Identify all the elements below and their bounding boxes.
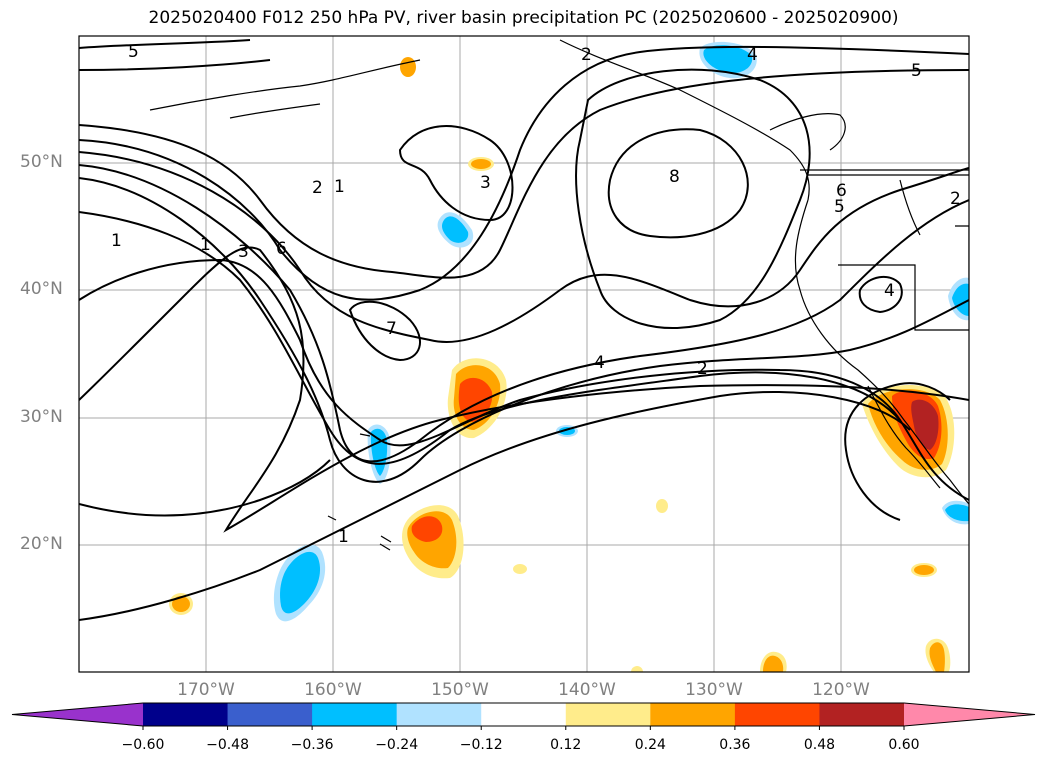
contour-label: 2 (581, 45, 592, 65)
lon-label-120w: 120°W (812, 680, 870, 700)
lat-label-50n: 50°N (20, 152, 63, 172)
colorbar-tick-label: 0.24 (634, 737, 666, 753)
graticule (79, 36, 969, 672)
colorbar-swatch (143, 703, 229, 726)
contour-label: 5 (911, 61, 922, 81)
positive-anomaly-blob (471, 159, 491, 169)
colorbar-extend-min (12, 703, 143, 726)
colorbar-swatch (565, 703, 651, 726)
lon-label-140w: 140°W (558, 680, 616, 700)
colorbar-swatch (396, 703, 482, 726)
contour-label: 2 (950, 189, 961, 209)
colorbar-swatch (481, 703, 567, 726)
contour-label: 8 (669, 167, 680, 187)
positive-anomaly-blob (911, 399, 939, 450)
contour-label: 5 (128, 42, 139, 62)
colorbar-tick-label: 0.60 (888, 737, 920, 753)
positive-anomaly-blob (631, 666, 643, 672)
contour-label: 1 (200, 235, 211, 255)
contour-label: 4 (594, 353, 605, 373)
coastlines (149, 39, 969, 551)
positive-anomaly-blob (929, 642, 945, 672)
contour-label: 1 (338, 527, 349, 547)
positive-anomaly-blob (513, 564, 527, 574)
lon-label-160w: 160°W (304, 680, 362, 700)
positive-anomaly-blob (172, 596, 190, 612)
lat-label-20n: 20°N (20, 534, 63, 554)
contour-label: 3 (480, 173, 491, 193)
contour-label: 1 (334, 177, 345, 197)
contour-label: 1 (111, 231, 122, 251)
colorbar-swatch (227, 703, 313, 726)
contour-label: 2 (697, 359, 708, 379)
colorbar-tick-label: 0.36 (719, 737, 751, 753)
colorbar-tick-label: 0.48 (803, 737, 836, 753)
positive-anomaly-blob (763, 655, 784, 672)
contour-label: 6 (836, 181, 847, 201)
lon-label-150w: 150°W (431, 680, 489, 700)
positive-anomaly-blob (656, 499, 668, 513)
negative-anomaly-blob (952, 283, 969, 316)
positive-anomaly-blob (400, 57, 416, 77)
contour-label: 6 (276, 239, 287, 259)
contour-label: 5 (834, 197, 845, 217)
colorbar-tick-label: −0.60 (121, 737, 165, 753)
negative-anomaly-blob (280, 551, 321, 614)
contour-label: 7 (386, 319, 397, 339)
contour-label: 4 (747, 45, 758, 65)
map-frame (78, 35, 970, 673)
map-plot-area (79, 36, 969, 672)
negative-anomaly-blob (442, 216, 469, 243)
colorbar-tick-label: −0.24 (375, 737, 419, 753)
lon-label-130w: 130°W (685, 680, 743, 700)
contour-labels: 5 2 4 5 8 3 1 2 6 3 1 1 7 4 2 1 5 6 2 4 (111, 42, 961, 547)
colorbar-tick-label: 0.12 (550, 737, 582, 753)
lat-label-40n: 40°N (20, 279, 63, 299)
colorbar-tick-label: −0.12 (459, 737, 503, 753)
negative-anomaly-blob (703, 45, 753, 74)
map-title: 2025020400 F012 250 hPa PV, river basin … (148, 8, 899, 28)
colorbar (11, 702, 1036, 730)
pv-contours (79, 39, 969, 621)
contour-label: 4 (884, 281, 895, 301)
colorbar-tick-label: −0.48 (206, 737, 249, 753)
colorbar-swatch (734, 703, 820, 726)
positive-anomaly-blob (411, 516, 443, 542)
colorbar-swatch (312, 703, 398, 726)
lon-label-170w: 170°W (177, 680, 235, 700)
negative-anomaly-blob (945, 504, 969, 522)
colorbar-swatch (819, 703, 905, 726)
contour-label: 3 (238, 242, 249, 262)
lat-label-30n: 30°N (20, 407, 63, 427)
colorbar-tick-label: −0.36 (290, 737, 334, 753)
colorbar-swatch (650, 703, 736, 726)
contour-label: 2 (312, 178, 323, 198)
colorbar-extend-max (904, 703, 1035, 726)
positive-anomaly-blob (914, 565, 934, 575)
